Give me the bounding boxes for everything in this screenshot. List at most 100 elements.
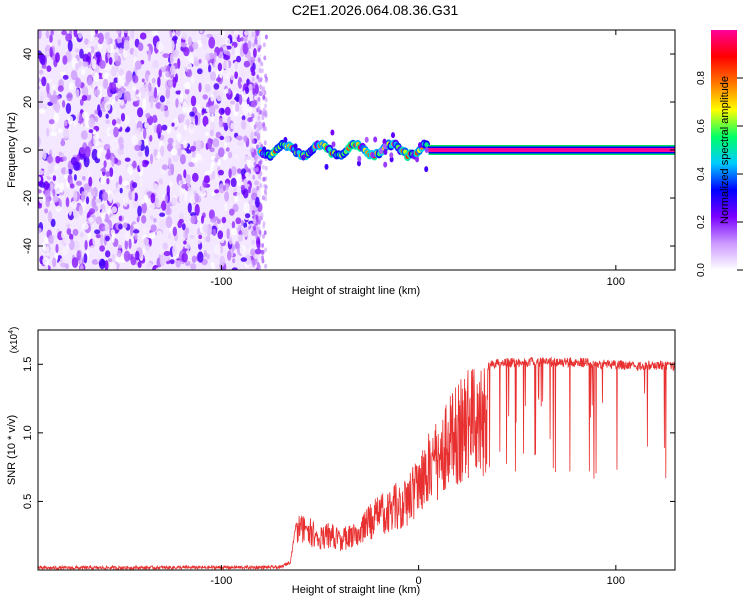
noise-blob: [144, 160, 150, 165]
noise-blob: [259, 77, 263, 83]
noise-blob: [46, 156, 54, 164]
noise-blob: [195, 153, 202, 161]
noise-blob: [115, 255, 122, 263]
noise-blob: [46, 82, 50, 94]
signal-blob: [324, 163, 329, 170]
noise-blob: [219, 135, 225, 141]
noise-blob: [234, 61, 239, 71]
noise-blob: [232, 101, 236, 114]
noise-blob: [55, 52, 60, 63]
noise-blob: [117, 244, 122, 249]
noise-blob: [200, 215, 205, 224]
noise-blob: [217, 230, 224, 240]
noise-blob: [182, 101, 188, 113]
signal-blob: [330, 129, 335, 136]
noise-blob: [253, 48, 257, 58]
noise-blob: [131, 96, 138, 102]
noise-blob: [121, 73, 126, 85]
noise-blob: [186, 69, 193, 78]
noise-blob: [202, 94, 208, 100]
noise-blob: [52, 84, 56, 91]
noise-blob: [252, 42, 256, 48]
noise-blob: [142, 98, 147, 111]
noise-blob: [264, 191, 268, 197]
noise-blob: [217, 158, 221, 168]
noise-blob: [256, 129, 259, 135]
noise-blob: [84, 201, 89, 214]
noise-blob: [255, 144, 259, 150]
noise-blob: [240, 69, 246, 78]
noise-blob: [82, 176, 86, 181]
noise-blob: [198, 234, 203, 240]
spectrogram-x-tick-label: 100: [607, 276, 625, 288]
signal-blob: [391, 132, 395, 139]
noise-blob: [221, 252, 226, 257]
noise-blob: [197, 68, 203, 75]
noise-blob: [259, 171, 263, 176]
signal-blob: [382, 143, 387, 150]
noise-blob: [187, 181, 191, 188]
noise-blob: [88, 117, 95, 128]
noise-blob: [170, 148, 177, 156]
noise-blob: [48, 162, 54, 174]
noise-blob: [238, 230, 243, 236]
noise-blob: [49, 34, 53, 43]
noise-blob: [118, 175, 123, 185]
noise-blob: [110, 81, 117, 92]
noise-blob: [231, 45, 235, 56]
noise-blob: [52, 175, 57, 182]
noise-blob: [107, 258, 113, 263]
signal-blob: [370, 152, 375, 158]
noise-blob: [180, 42, 187, 48]
noise-blob: [209, 129, 214, 137]
noise-blob: [230, 122, 235, 130]
noise-blob: [94, 116, 99, 123]
noise-blob: [198, 58, 202, 64]
noise-blob: [42, 149, 47, 160]
noise-blob: [126, 165, 134, 174]
noise-blob: [218, 117, 223, 128]
noise-blob: [38, 193, 45, 204]
noise-blob: [181, 252, 188, 263]
noise-blob: [193, 56, 198, 62]
noise-blob: [80, 68, 86, 76]
noise-blob: [190, 263, 197, 270]
noise-blob: [123, 39, 130, 51]
noise-blob: [255, 196, 260, 208]
noise-blob: [155, 102, 161, 109]
noise-blob: [95, 234, 101, 239]
noise-blob: [114, 51, 119, 61]
noise-blob: [214, 189, 220, 194]
noise-blob: [100, 233, 104, 246]
noise-blob: [73, 30, 78, 38]
noise-blob: [81, 86, 89, 97]
noise-blob: [153, 184, 159, 189]
noise-blob: [38, 176, 42, 182]
noise-blob: [243, 202, 250, 214]
snr-y-tick-label: 0.5: [22, 494, 34, 509]
noise-blob: [219, 47, 224, 52]
noise-blob: [106, 178, 110, 185]
noise-blob: [222, 60, 229, 70]
noise-blob: [106, 35, 110, 46]
noise-blob: [260, 61, 264, 67]
noise-blob: [251, 31, 255, 37]
signal-blob: [389, 152, 394, 159]
noise-blob: [220, 30, 226, 37]
noise-blob: [191, 255, 197, 263]
noise-blob: [228, 168, 232, 179]
noise-blob: [161, 200, 167, 211]
noise-blob: [111, 155, 115, 167]
colorbar-tick-label: 0.8: [696, 71, 707, 85]
signal-blob: [283, 136, 288, 143]
noise-blob: [243, 227, 249, 238]
noise-blob: [259, 183, 263, 189]
noise-blob: [215, 112, 221, 117]
noise-blob: [99, 60, 106, 69]
noise-blob: [256, 185, 260, 191]
noise-blob: [55, 155, 61, 164]
noise-blob: [156, 247, 160, 254]
noise-blob: [137, 261, 142, 268]
noise-blob: [257, 219, 261, 225]
noise-blob: [172, 244, 178, 257]
